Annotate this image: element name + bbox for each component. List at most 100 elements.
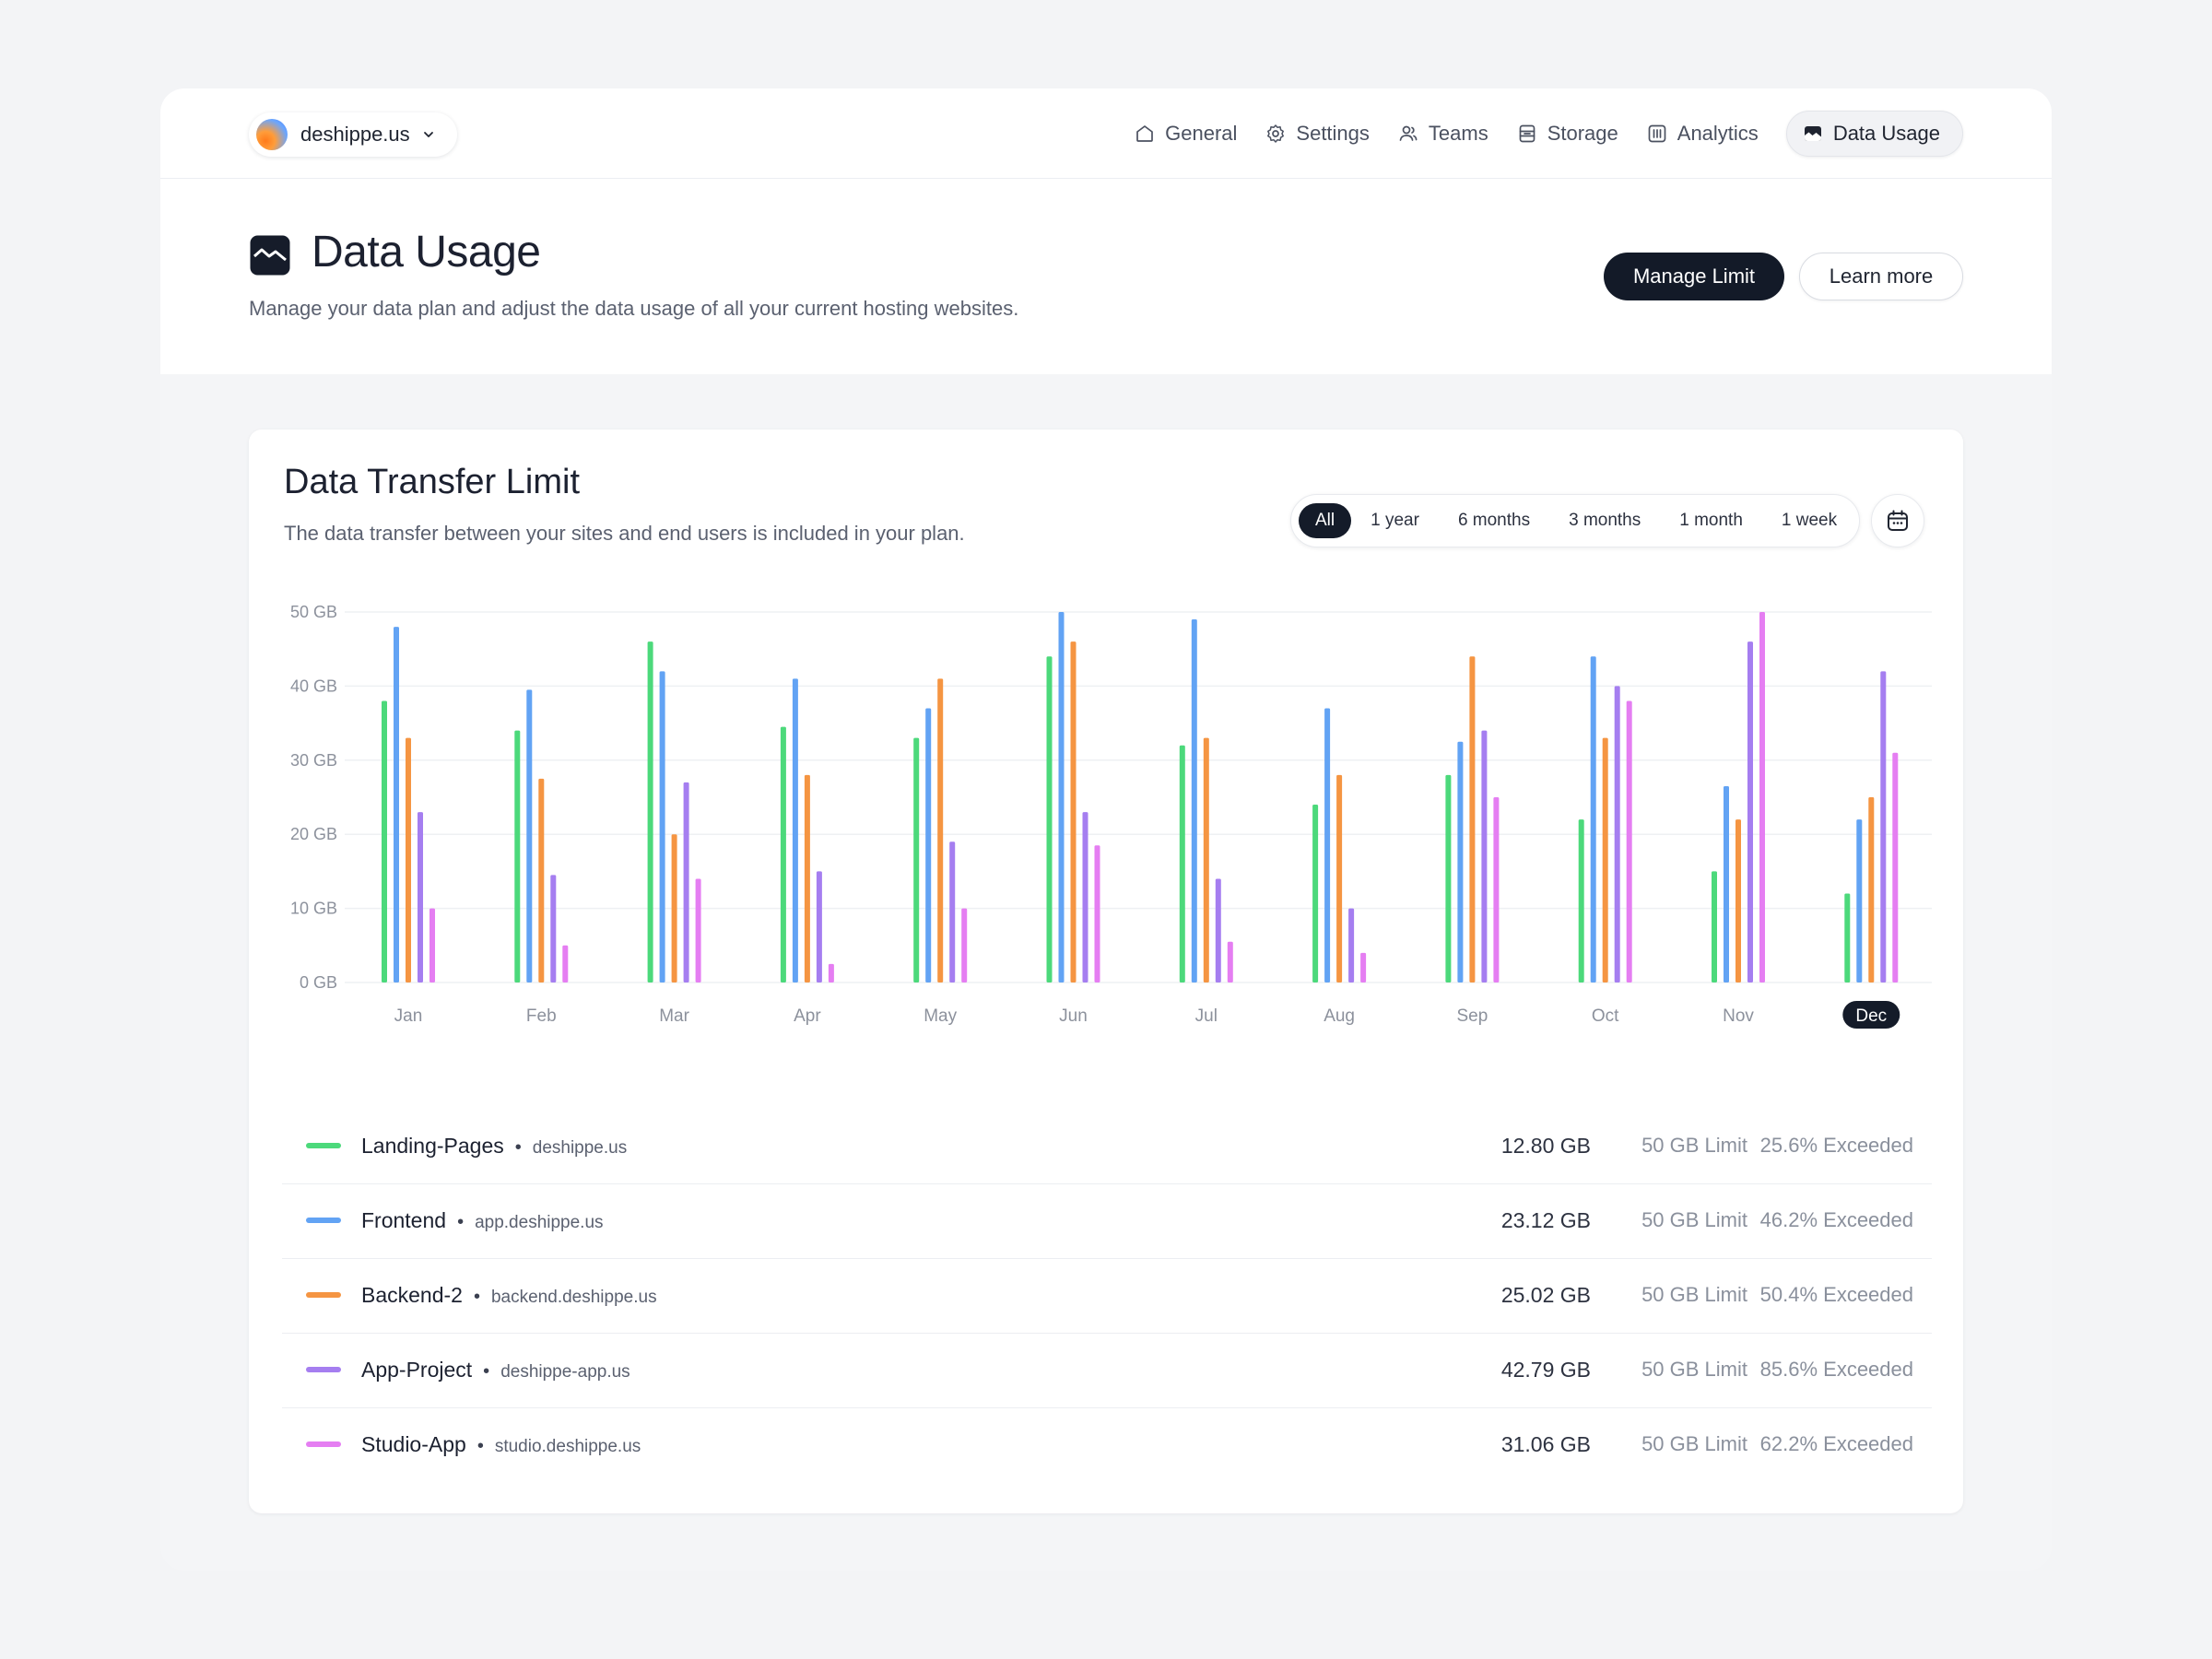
nav-item-storage[interactable]: Storage: [1516, 111, 1618, 157]
exceeded-percent: 62.2% Exceeded: [1759, 1432, 1913, 1455]
data-used: 12.80 GB: [1500, 1134, 1591, 1158]
x-tick-label: Jan: [394, 1006, 423, 1026]
series-swatch: [306, 1292, 341, 1298]
bar: [1759, 612, 1765, 982]
legend-name-group: Frontend • app.deshippe.us: [361, 1208, 604, 1233]
separator-dot: •: [473, 1287, 480, 1307]
legend-name-group: Backend-2 • backend.deshippe.us: [361, 1283, 657, 1308]
range-option-1-week[interactable]: 1 week: [1781, 511, 1838, 530]
nav-item-teams[interactable]: Teams: [1397, 111, 1488, 157]
series-swatch: [306, 1441, 341, 1447]
workspace-name: deshippe.us: [300, 123, 410, 146]
workspace-switcher[interactable]: deshippe.us: [249, 112, 457, 157]
y-tick-label: 40 GB: [290, 677, 337, 695]
legend-row[interactable]: Frontend • app.deshippe.us 23.12 GB 50 GB Li…: [282, 1184, 1932, 1259]
range-option-1-year[interactable]: 1 year: [1371, 511, 1419, 530]
exceeded-percent: 50.4% Exceeded: [1759, 1283, 1913, 1306]
bar-chart: 0 GB 10 GB 20 GB 30 GB 40 GB 50 GB Jan Feb Mar Ap…: [290, 603, 1932, 1029]
site-name: App-Project: [361, 1358, 473, 1382]
site-name: Backend-2: [361, 1283, 463, 1307]
legend-row[interactable]: Studio-App • studio.deshippe.us 31.06 GB 50 …: [282, 1408, 1932, 1483]
bar: [1336, 774, 1343, 982]
bar: [683, 782, 689, 982]
bar: [1312, 805, 1319, 982]
top-navigation-bar: deshippe.us General Settings Teams Stora…: [160, 88, 2052, 179]
bar: [937, 678, 944, 982]
bar: [925, 708, 932, 982]
bar: [961, 908, 968, 982]
legend-row[interactable]: App-Project • deshippe-app.us 42.79 GB 50 GB…: [282, 1334, 1932, 1408]
bar: [1844, 893, 1851, 982]
bar: [1602, 737, 1608, 982]
range-option-3-months[interactable]: 3 months: [1569, 511, 1641, 530]
site-domain: backend.deshippe.us: [490, 1288, 657, 1307]
home-icon: [1136, 125, 1153, 142]
range-option-1-month[interactable]: 1 month: [1679, 511, 1743, 530]
bar: [1203, 737, 1209, 982]
calendar-button[interactable]: [1871, 494, 1924, 547]
separator-dot: •: [483, 1361, 490, 1382]
image-icon: [1804, 126, 1821, 141]
bar: [514, 730, 521, 982]
site-domain: deshippe-app.us: [500, 1362, 630, 1382]
legend-name-group: Landing-Pages • deshippe.us: [361, 1134, 627, 1159]
bar: [780, 726, 786, 982]
manage-limit-button[interactable]: Manage Limit: [1604, 253, 1784, 300]
bar: [429, 908, 435, 982]
nav-item-analytics[interactable]: Analytics: [1646, 111, 1759, 157]
y-tick-label: 0 GB: [300, 973, 337, 992]
bar: [394, 627, 399, 982]
nav-item-general[interactable]: General: [1134, 111, 1237, 157]
bar: [1724, 785, 1729, 982]
bar: [1868, 797, 1875, 982]
range-option-6-months[interactable]: 6 months: [1457, 511, 1531, 530]
bar: [1094, 845, 1100, 982]
nav-item-label: General: [1165, 122, 1238, 145]
x-tick-label: Nov: [1723, 1006, 1754, 1026]
bar: [1614, 686, 1620, 982]
page-title: Data Usage: [312, 228, 541, 276]
bar: [1179, 745, 1185, 982]
separator-dot: •: [457, 1212, 465, 1232]
legend-row[interactable]: Landing-Pages • deshippe.us 12.80 GB 50 GB L…: [282, 1110, 1932, 1184]
data-limit: 50 GB Limit: [1641, 1432, 1747, 1455]
legend-row[interactable]: Backend-2 • backend.deshippe.us 25.02 GB 50 …: [282, 1259, 1932, 1334]
bar: [406, 737, 411, 982]
bar: [804, 774, 810, 982]
learn-more-button[interactable]: Learn more: [1799, 253, 1963, 300]
site-name: Frontend: [361, 1208, 447, 1232]
nav-item-settings[interactable]: Settings: [1265, 111, 1370, 157]
bar: [382, 700, 387, 982]
bar: [1626, 700, 1632, 982]
y-tick-label: 50 GB: [290, 603, 337, 621]
bar: [647, 641, 653, 982]
bar: [1590, 656, 1596, 982]
series-swatch: [306, 1143, 341, 1148]
bar: [1735, 819, 1741, 982]
bar: [1082, 812, 1088, 982]
site-domain: studio.deshippe.us: [494, 1437, 641, 1456]
main-nav: General Settings Teams Storage Analytics…: [1134, 111, 1963, 157]
nav-item-label: Settings: [1296, 122, 1370, 145]
bar: [816, 871, 822, 982]
bar: [1058, 612, 1065, 982]
nav-item-label: Data Usage: [1832, 122, 1940, 145]
legend-name-group: Studio-App • studio.deshippe.us: [361, 1432, 641, 1457]
page-subtitle: Manage your data plan and adjust the dat…: [249, 297, 1019, 320]
bar: [949, 841, 956, 982]
data-used: 31.06 GB: [1500, 1432, 1591, 1456]
x-tick-label: Apr: [794, 1006, 821, 1026]
bar: [792, 678, 798, 982]
bar: [1457, 741, 1464, 982]
legend-name-group: App-Project • deshippe-app.us: [361, 1358, 630, 1382]
y-tick-label: 20 GB: [290, 825, 337, 843]
x-tick-label: Feb: [526, 1006, 557, 1026]
workspace-logo-icon: [256, 119, 288, 150]
data-transfer-card: Data Transfer Limit The data transfer be…: [249, 429, 1963, 1513]
bar: [1360, 952, 1367, 982]
x-tick-label: Oct: [1592, 1006, 1619, 1026]
range-option-all[interactable]: All: [1299, 503, 1352, 538]
nav-item-data-usage[interactable]: Data Usage: [1785, 111, 1963, 157]
separator-dot: •: [514, 1137, 522, 1158]
bar: [1481, 730, 1488, 982]
